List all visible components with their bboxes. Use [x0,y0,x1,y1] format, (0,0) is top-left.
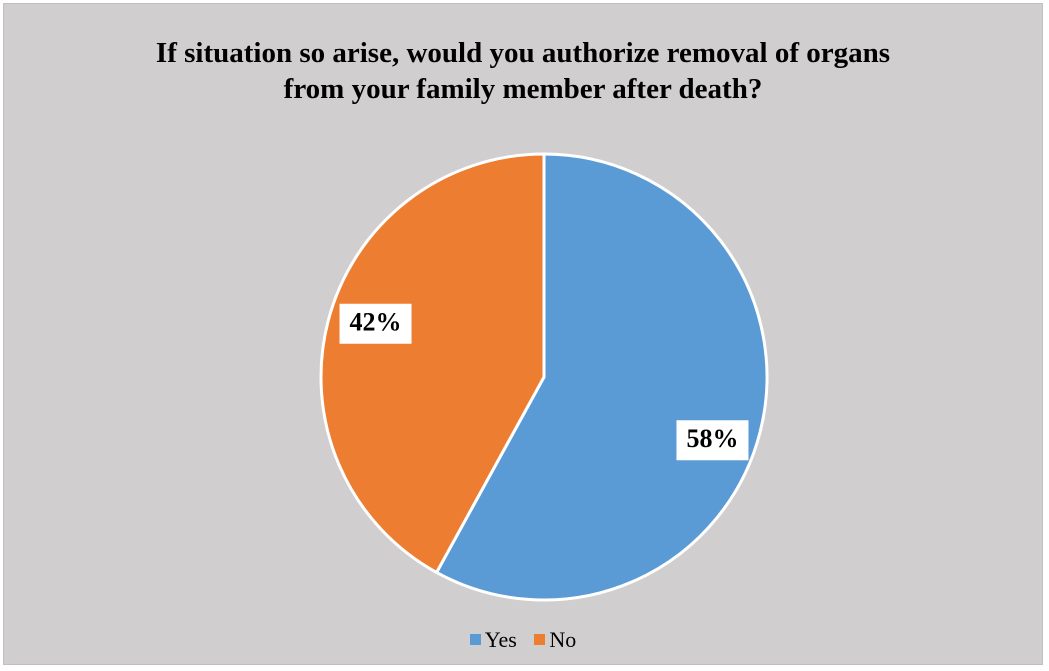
chart-area: If situation so arise, would you authori… [3,3,1043,665]
legend-item-no: No [534,626,577,652]
legend-swatch-yes [469,634,481,645]
chart-title-line-2: from your family member after death? [283,73,763,105]
data-label-yes: 58% [676,420,749,461]
data-label-text-yes: 58% [686,424,738,453]
legend: Yes No [4,626,1042,652]
data-label-no: 42% [339,303,412,344]
pie-chart: 58% 42% [319,152,769,602]
data-label-box-yes [676,420,749,461]
chart-title-line-1: If situation so arise, would you authori… [155,37,891,69]
data-label-box-no [339,303,412,344]
legend-label-no: No [549,626,577,652]
pie-slice-yes [434,152,769,602]
data-label-text-no: 42% [350,308,402,337]
legend-item-yes: Yes [469,626,517,652]
pie-slice-no [319,152,546,575]
chart-title: If situation so arise, would you authori… [4,35,1042,107]
legend-swatch-no [534,634,546,645]
pie-data-labels: 58% 42% [339,303,749,461]
pie-slices [319,152,769,602]
legend-label-yes: Yes [484,626,517,652]
